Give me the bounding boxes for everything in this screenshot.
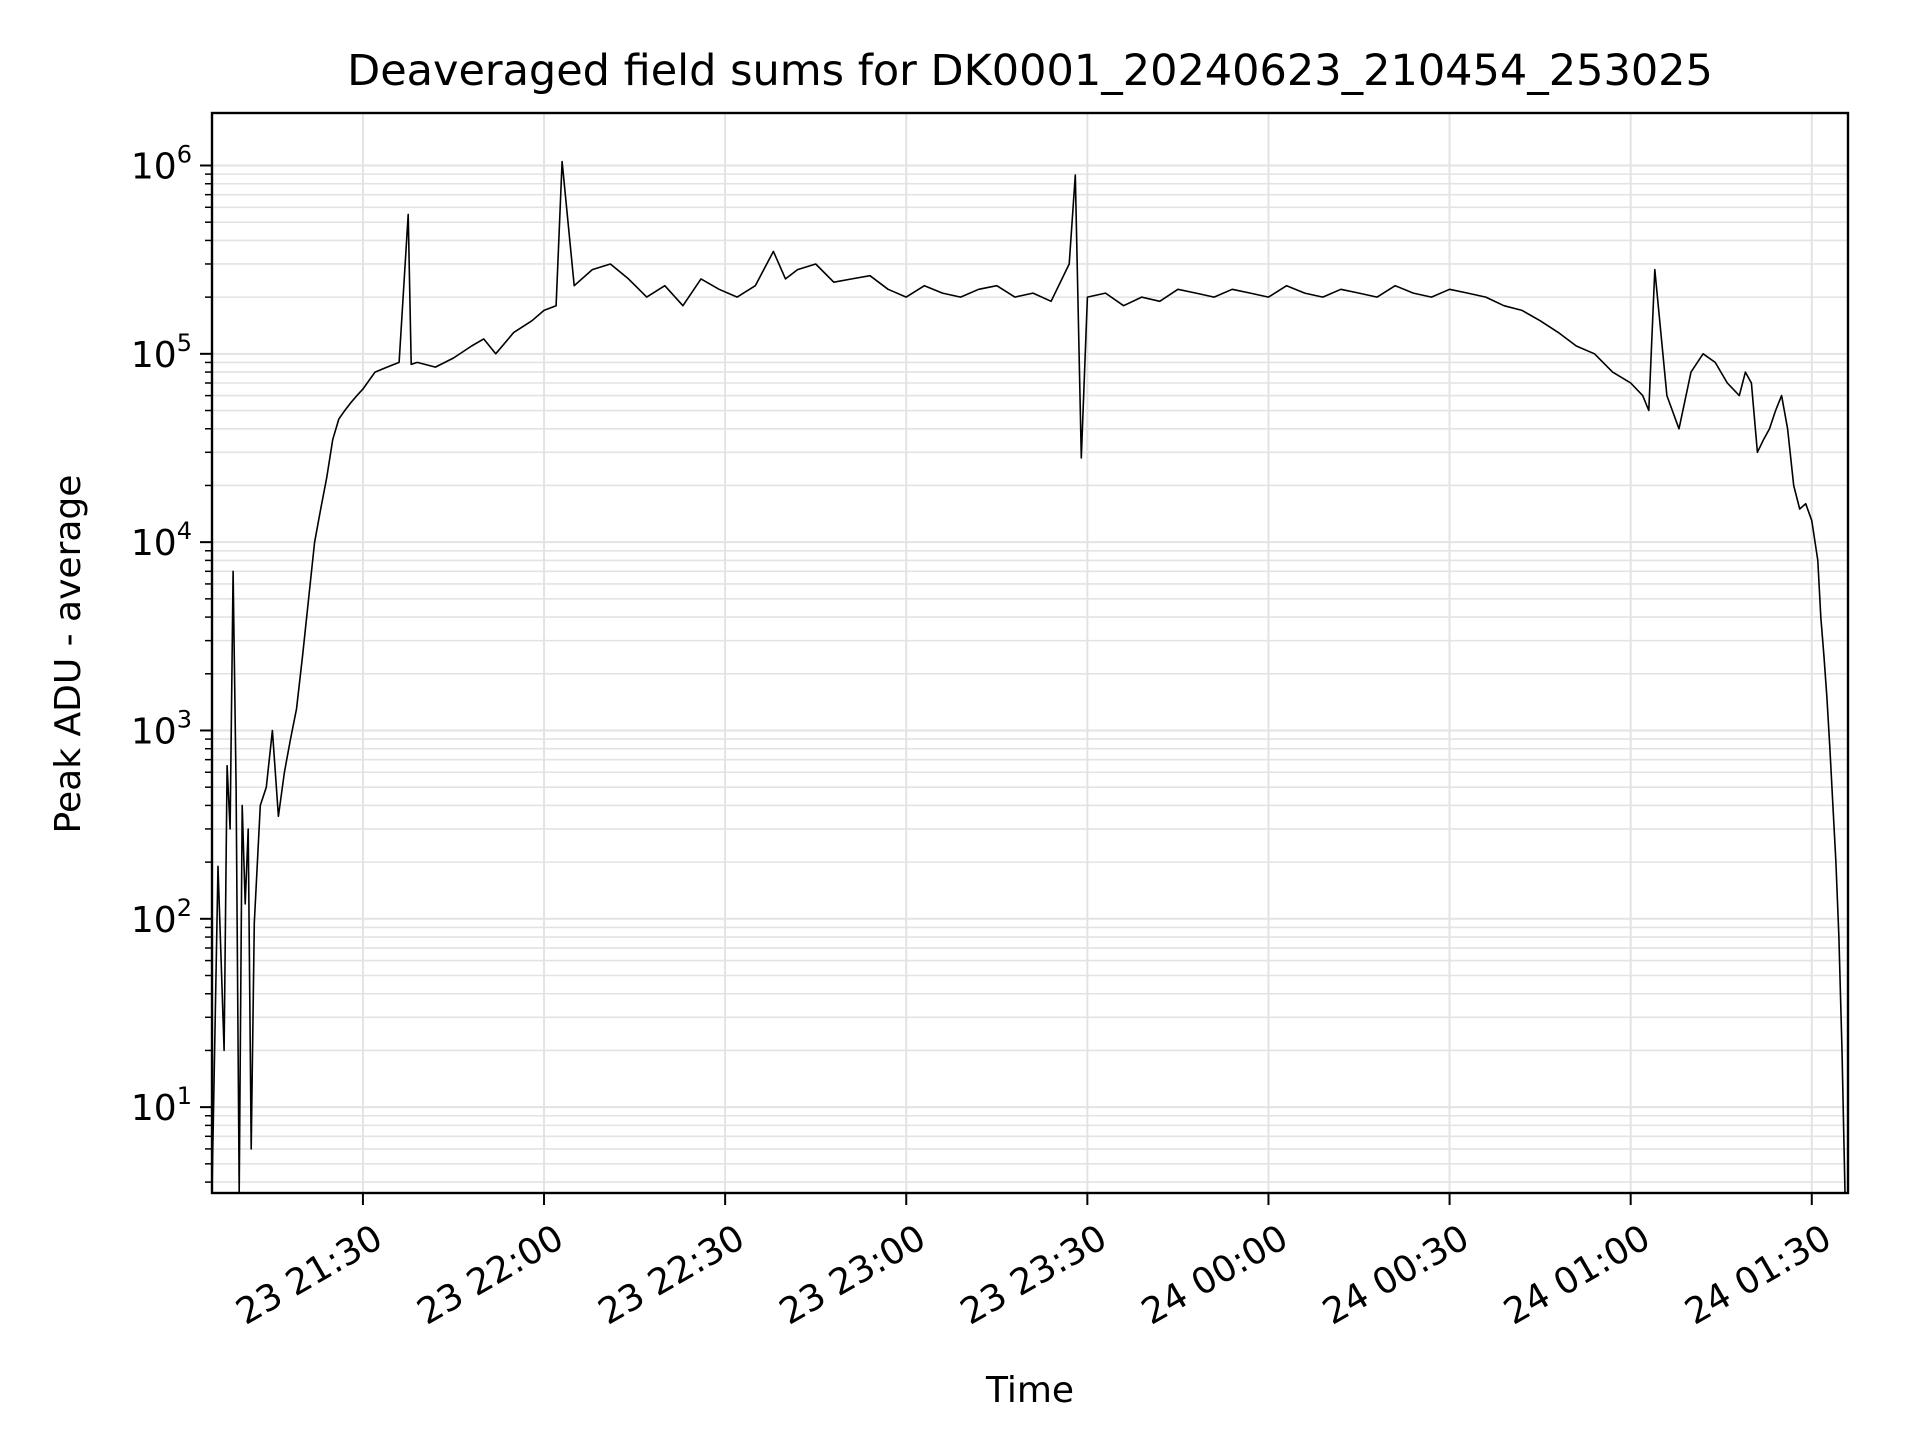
plot-frame xyxy=(210,111,1850,1195)
chart-title: Deaveraged field sums for DK0001_2024062… xyxy=(347,46,1713,96)
y-tick-label: 106 xyxy=(131,140,192,187)
series-line-0 xyxy=(211,160,1846,1194)
y-tick-label: 101 xyxy=(131,1082,192,1129)
y-axis-label: Peak ADU - average xyxy=(48,475,89,834)
y-tick-label: 103 xyxy=(131,705,192,752)
y-tick-label: 105 xyxy=(131,329,192,376)
y-tick-label: 102 xyxy=(131,894,192,941)
y-tick-label: 104 xyxy=(131,517,192,564)
y-axis: 101 102 103 104 105 106 xyxy=(131,140,212,1183)
x-axis-label: Time xyxy=(985,1370,1074,1411)
series-layer xyxy=(211,160,1846,1194)
grid xyxy=(212,113,1848,1193)
